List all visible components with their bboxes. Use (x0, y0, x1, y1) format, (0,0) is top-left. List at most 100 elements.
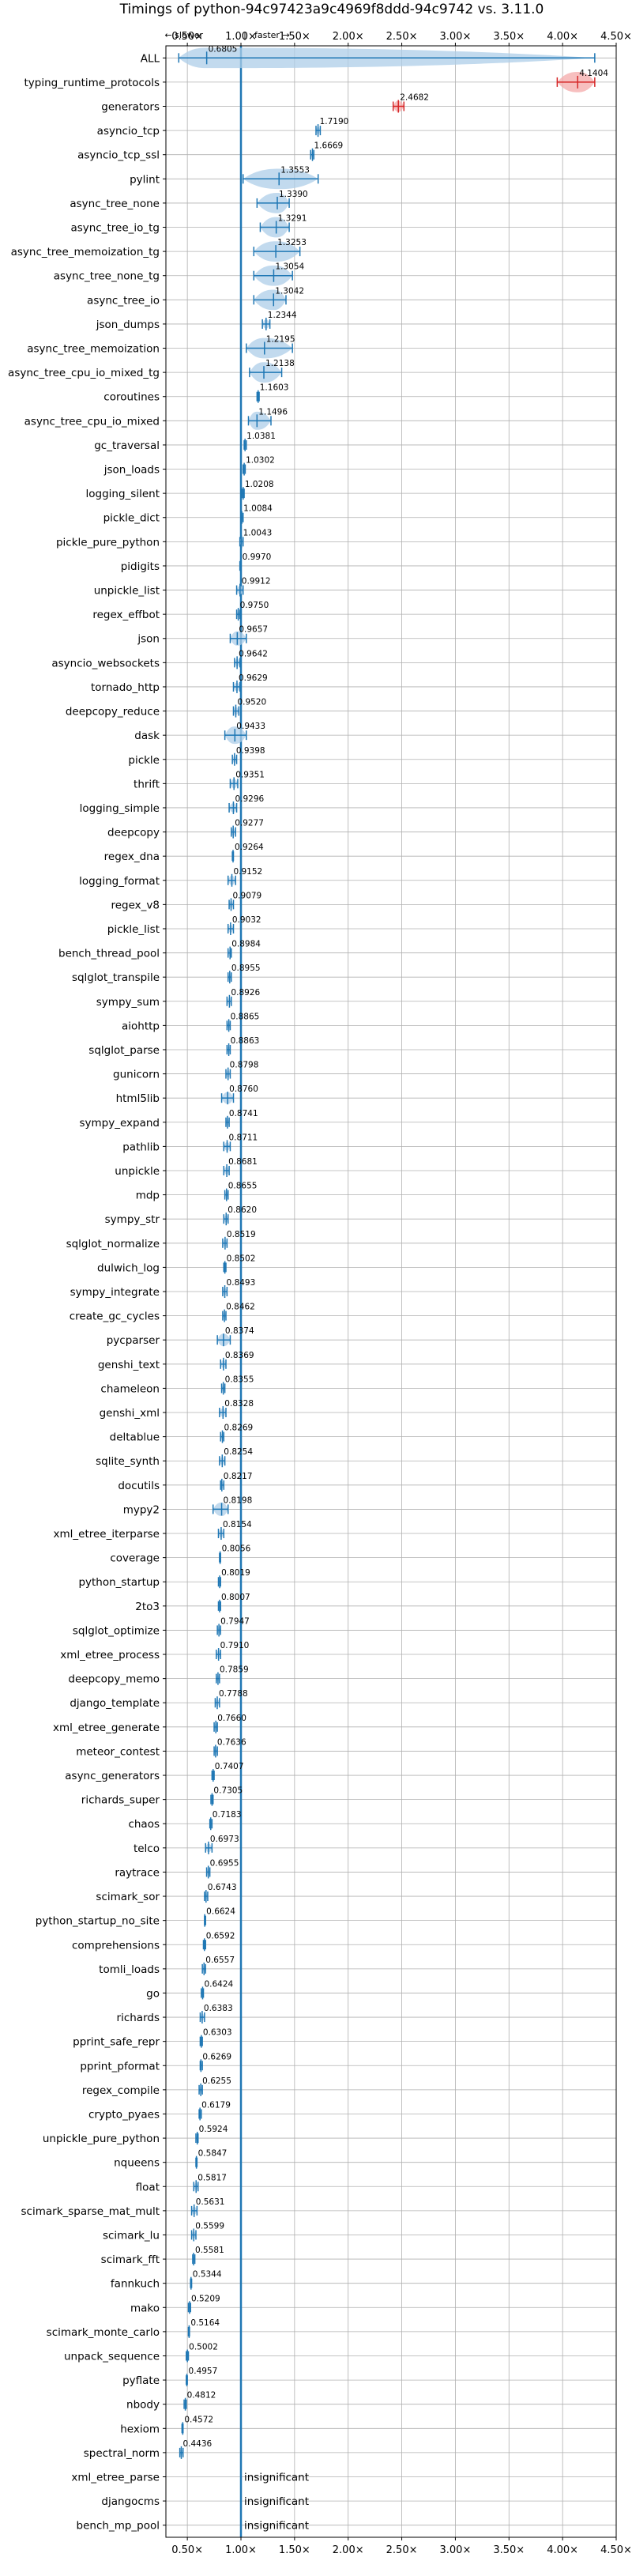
benchmark-name-label: async_tree_none_tg (54, 270, 160, 283)
x-tick-label-bottom: 3.00× (440, 2544, 472, 2556)
value-label: 0.5002 (189, 2342, 218, 2352)
value-label: 0.9032 (232, 915, 261, 925)
value-label: 0.7788 (219, 1689, 248, 1699)
value-label: 0.7407 (215, 1762, 244, 1771)
benchmark-name-label: xml_etree_generate (53, 1722, 160, 1734)
benchmark-name-label: async_tree_cpu_io_mixed (24, 415, 160, 428)
value-label: 0.4436 (182, 2439, 212, 2449)
benchmark-name-label: genshi_xml (100, 1407, 160, 1420)
benchmark-name-label: async_tree_memoization (27, 343, 160, 356)
benchmark-name-label: pickle_pure_python (56, 536, 160, 549)
benchmark-name-label: telco (134, 1842, 160, 1855)
benchmark-name-label: regex_v8 (111, 899, 160, 911)
benchmark-name-label: create_gc_cycles (70, 1311, 160, 1323)
value-label: 0.9351 (235, 770, 265, 779)
value-label: 1.0043 (243, 528, 273, 537)
value-label: 0.8198 (224, 1495, 253, 1505)
benchmark-name-label: sympy_expand (79, 1117, 160, 1130)
benchmark-name-label: docutils (118, 1480, 160, 1492)
value-label: 0.6557 (205, 1956, 235, 1965)
direction-separator: | (243, 30, 246, 40)
value-label: 0.8269 (224, 1424, 254, 1433)
x-tick-label-top: 1.00× (225, 31, 257, 43)
benchmark-name-label: xml_etree_process (60, 1649, 160, 1661)
benchmark-name-label: crypto_pyaes (88, 2108, 160, 2121)
value-label: 1.0302 (246, 456, 275, 466)
value-label: 0.6805 (209, 44, 238, 54)
value-label: 1.3291 (278, 214, 307, 224)
value-label: 0.6383 (204, 2004, 233, 2013)
value-label: 1.6669 (314, 141, 344, 151)
value-label: 0.8865 (231, 1012, 260, 1021)
benchmark-name-label: deltablue (110, 1431, 160, 1444)
benchmark-name-label: richards (117, 2012, 160, 2024)
value-label: 0.9520 (237, 698, 266, 707)
value-label: 1.3042 (275, 286, 304, 296)
slower-direction-label: ← slower (164, 30, 203, 40)
value-label: 0.9642 (239, 649, 268, 658)
value-label: 0.8462 (226, 1303, 255, 1312)
benchmark-name-label: xml_etree_parse (71, 2471, 160, 2484)
value-label: 0.7636 (217, 1737, 246, 1747)
x-tick-label-top: 4.50× (600, 31, 632, 43)
benchmark-name-label: nbody (126, 2399, 160, 2412)
benchmark-name-label: dulwich_log (97, 1262, 160, 1274)
x-tick-label-bottom: 1.50× (279, 2544, 310, 2556)
value-label: 0.9264 (235, 843, 264, 852)
benchmark-name-label: python_startup_no_site (36, 1915, 160, 1928)
value-label: 1.1496 (258, 407, 288, 417)
value-label: 0.7947 (220, 1616, 250, 1626)
grid-layer (163, 43, 617, 2540)
value-label: 0.5581 (195, 2246, 224, 2255)
value-label: 0.8369 (225, 1351, 254, 1360)
value-label: 0.9629 (239, 673, 268, 683)
benchmark-name-label: async_tree_none (70, 198, 160, 210)
benchmark-name-label: sympy_sum (96, 996, 160, 1009)
x-tick-label-bottom: 4.50× (600, 2544, 632, 2556)
value-label: 0.5631 (196, 2197, 225, 2207)
value-label: 1.0208 (245, 480, 274, 489)
value-label: 0.8926 (231, 988, 260, 998)
x-tick-label-top: 2.50× (386, 31, 418, 43)
value-label: 1.3390 (279, 190, 308, 199)
value-label: 0.4957 (189, 2367, 218, 2376)
x-tick-label-top: 3.00× (440, 31, 472, 43)
benchmark-name-label: meteor_contest (76, 1745, 160, 1758)
value-label: 0.8007 (221, 1593, 250, 1602)
benchmark-name-label: generators (101, 101, 160, 114)
value-label: 0.9433 (236, 722, 265, 731)
benchmark-name-label: gunicorn (113, 1069, 160, 1081)
benchmark-name-label: sqlglot_parse (88, 1044, 160, 1057)
value-label: 0.9079 (233, 891, 262, 900)
x-tick-label-bottom: 0.50× (171, 2544, 203, 2556)
value-label: 0.8681 (228, 1157, 258, 1167)
value-label: 0.8655 (228, 1182, 258, 1191)
benchmark-name-label: sqlglot_transpile (72, 971, 160, 984)
value-label: 0.8493 (227, 1278, 256, 1288)
value-label: 1.2195 (266, 335, 295, 345)
plot-frame (165, 45, 617, 2538)
value-label: 0.7305 (213, 1786, 243, 1796)
benchmark-name-label: richards_super (81, 1794, 160, 1807)
value-label: 0.5924 (199, 2125, 228, 2134)
value-label: 1.3553 (280, 165, 310, 175)
value-label: 0.6743 (208, 1883, 237, 1892)
benchmark-name-label: comprehensions (72, 1939, 160, 1952)
benchmark-name-label: thrift (134, 778, 160, 790)
value-label: 0.9970 (243, 553, 272, 562)
value-label: 0.7859 (220, 1665, 249, 1675)
value-label: 0.6255 (202, 2076, 231, 2086)
labels-layer: 0.50× 0.50× 1.00× 1.00× 1.50× 1.50× 2.00× 2.00×… (8, 31, 632, 2556)
benchmark-name-label: deepcopy (107, 827, 160, 839)
x-tick-label-top: 4.00× (547, 31, 578, 43)
benchmark-name-label: pprint_pformat (80, 2060, 160, 2072)
benchmark-name-label: mypy2 (123, 1503, 160, 1516)
value-label: 0.5817 (198, 2173, 227, 2182)
benchmark-name-label: python_startup (78, 1576, 160, 1589)
benchmark-name-label: pprint_safe_repr (73, 2036, 160, 2049)
value-label: 0.8620 (228, 1205, 257, 1215)
benchmark-name-label: tomli_loads (99, 1963, 160, 1976)
benchmark-name-label: sqlglot_optimize (73, 1624, 160, 1637)
benchmark-name-label: sqlglot_normalize (66, 1238, 160, 1250)
x-tick-label-top: 2.00× (333, 31, 364, 43)
